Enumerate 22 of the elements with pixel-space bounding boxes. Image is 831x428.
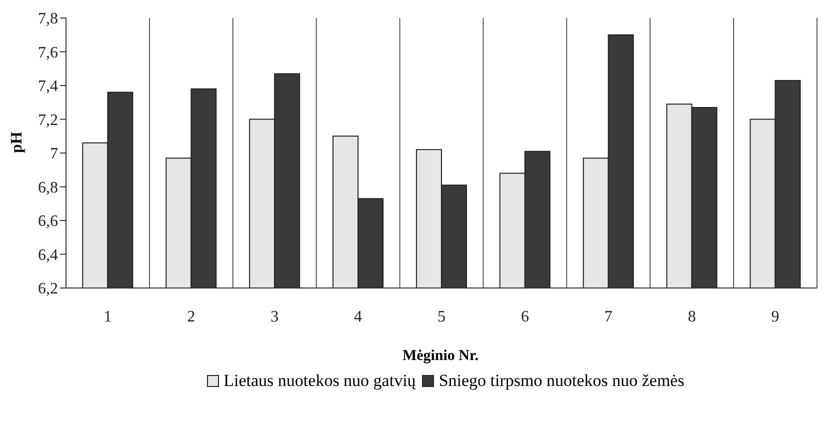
legend-label: Sniego tirpsmo nuotekos nuo žemės (438, 371, 684, 391)
x-tick-label: 8 (688, 308, 696, 326)
y-tick-label: 6,6 (38, 213, 58, 230)
x-tick-label: 4 (354, 308, 362, 326)
y-tick-label: 6,8 (38, 179, 58, 196)
x-tick-label: 7 (604, 308, 612, 326)
y-tick-label: 7,6 (38, 44, 58, 62)
y-tick-label: 7,2 (38, 112, 58, 129)
x-tick-label: 9 (771, 308, 780, 326)
y-tick-label: 7,4 (38, 78, 58, 96)
x-tick-label: 6 (520, 308, 529, 326)
y-tick-label: 6,2 (38, 280, 58, 298)
x-tick-label: 2 (187, 308, 196, 326)
x-tick-label: 5 (438, 308, 446, 326)
y-tick-label: 7 (50, 146, 58, 163)
y-tick-label: 6,4 (38, 246, 58, 264)
x-tick-label: 1 (104, 308, 112, 326)
x-axis-title: Mėginio Nr. (401, 348, 480, 365)
legend-label: Lietaus nuotekos nuo gatvių (224, 371, 416, 391)
x-tick-label: 3 (270, 308, 279, 326)
y-axis-title: pH (8, 131, 26, 153)
y-tick-label: 7,8 (38, 10, 58, 28)
